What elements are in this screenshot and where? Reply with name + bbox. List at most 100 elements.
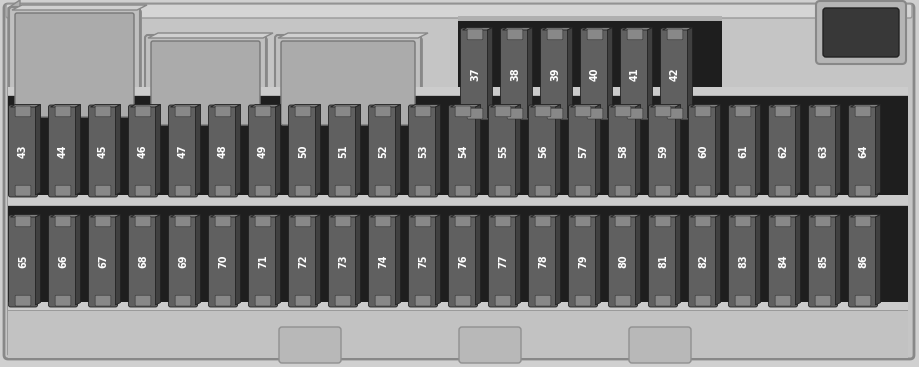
- FancyBboxPatch shape: [255, 295, 270, 306]
- Text: 48: 48: [218, 144, 228, 158]
- FancyBboxPatch shape: [135, 216, 151, 227]
- Polygon shape: [570, 214, 600, 217]
- FancyBboxPatch shape: [488, 215, 516, 307]
- Polygon shape: [235, 214, 240, 305]
- FancyBboxPatch shape: [814, 295, 830, 306]
- Text: 67: 67: [98, 254, 108, 268]
- Polygon shape: [330, 214, 360, 217]
- FancyBboxPatch shape: [209, 215, 237, 307]
- Polygon shape: [595, 105, 600, 195]
- Polygon shape: [210, 214, 240, 217]
- Polygon shape: [210, 105, 240, 107]
- Polygon shape: [116, 105, 120, 195]
- Polygon shape: [730, 105, 760, 107]
- Polygon shape: [607, 28, 612, 118]
- FancyBboxPatch shape: [375, 185, 391, 196]
- Polygon shape: [527, 28, 532, 118]
- FancyBboxPatch shape: [335, 106, 350, 117]
- FancyBboxPatch shape: [295, 106, 311, 117]
- Polygon shape: [475, 105, 480, 195]
- Bar: [8, 306, 907, 311]
- FancyBboxPatch shape: [335, 295, 350, 306]
- Polygon shape: [530, 105, 560, 107]
- FancyBboxPatch shape: [615, 106, 630, 117]
- FancyBboxPatch shape: [629, 327, 690, 363]
- Text: 69: 69: [177, 254, 187, 268]
- Polygon shape: [275, 214, 280, 305]
- FancyBboxPatch shape: [654, 185, 670, 196]
- Polygon shape: [515, 214, 520, 305]
- FancyBboxPatch shape: [494, 185, 510, 196]
- Polygon shape: [395, 214, 400, 305]
- FancyBboxPatch shape: [168, 215, 198, 307]
- FancyBboxPatch shape: [695, 106, 710, 117]
- FancyBboxPatch shape: [695, 295, 710, 306]
- Text: 64: 64: [857, 144, 867, 158]
- FancyBboxPatch shape: [147, 37, 267, 133]
- FancyBboxPatch shape: [854, 295, 870, 306]
- FancyBboxPatch shape: [15, 13, 134, 117]
- Text: 76: 76: [458, 254, 468, 268]
- FancyBboxPatch shape: [528, 105, 557, 197]
- Polygon shape: [770, 105, 800, 107]
- Text: 60: 60: [698, 144, 708, 158]
- FancyBboxPatch shape: [55, 185, 71, 196]
- Polygon shape: [370, 105, 400, 107]
- Polygon shape: [770, 214, 800, 217]
- FancyBboxPatch shape: [648, 105, 676, 197]
- FancyBboxPatch shape: [408, 105, 437, 197]
- Text: 84: 84: [777, 254, 788, 268]
- Text: 42: 42: [669, 67, 679, 81]
- FancyBboxPatch shape: [328, 105, 357, 197]
- Bar: [8, 302, 907, 310]
- FancyBboxPatch shape: [129, 215, 157, 307]
- Bar: [8, 203, 907, 308]
- Polygon shape: [10, 214, 40, 217]
- Polygon shape: [315, 214, 320, 305]
- Bar: [8, 93, 907, 200]
- Polygon shape: [395, 105, 400, 195]
- FancyBboxPatch shape: [335, 185, 350, 196]
- FancyBboxPatch shape: [767, 215, 797, 307]
- FancyBboxPatch shape: [8, 215, 38, 307]
- Polygon shape: [130, 214, 160, 217]
- Polygon shape: [315, 105, 320, 195]
- Text: 58: 58: [618, 144, 628, 158]
- Polygon shape: [8, 0, 20, 355]
- Bar: [458, 16, 721, 21]
- FancyBboxPatch shape: [255, 185, 270, 196]
- FancyBboxPatch shape: [815, 1, 905, 64]
- FancyBboxPatch shape: [854, 216, 870, 227]
- FancyBboxPatch shape: [448, 105, 477, 197]
- FancyBboxPatch shape: [535, 185, 550, 196]
- Polygon shape: [90, 214, 120, 217]
- Polygon shape: [196, 214, 200, 305]
- Polygon shape: [502, 28, 532, 30]
- Polygon shape: [834, 214, 840, 305]
- Text: 53: 53: [417, 144, 427, 158]
- FancyBboxPatch shape: [6, 4, 911, 18]
- Polygon shape: [155, 105, 160, 195]
- Text: 80: 80: [618, 254, 628, 268]
- FancyBboxPatch shape: [275, 35, 421, 131]
- Text: 79: 79: [577, 254, 587, 268]
- FancyBboxPatch shape: [375, 295, 391, 306]
- Polygon shape: [834, 105, 840, 195]
- FancyBboxPatch shape: [459, 327, 520, 363]
- FancyBboxPatch shape: [129, 105, 157, 197]
- Polygon shape: [250, 214, 280, 217]
- FancyBboxPatch shape: [467, 108, 482, 119]
- Polygon shape: [170, 214, 200, 217]
- Polygon shape: [875, 105, 879, 195]
- Text: 45: 45: [98, 144, 108, 158]
- Polygon shape: [555, 214, 560, 305]
- FancyBboxPatch shape: [734, 185, 750, 196]
- FancyBboxPatch shape: [455, 216, 471, 227]
- Polygon shape: [849, 214, 879, 217]
- FancyBboxPatch shape: [145, 35, 266, 131]
- Polygon shape: [12, 5, 147, 10]
- FancyBboxPatch shape: [369, 105, 397, 197]
- FancyBboxPatch shape: [619, 28, 649, 120]
- FancyBboxPatch shape: [654, 295, 670, 306]
- FancyBboxPatch shape: [494, 106, 510, 117]
